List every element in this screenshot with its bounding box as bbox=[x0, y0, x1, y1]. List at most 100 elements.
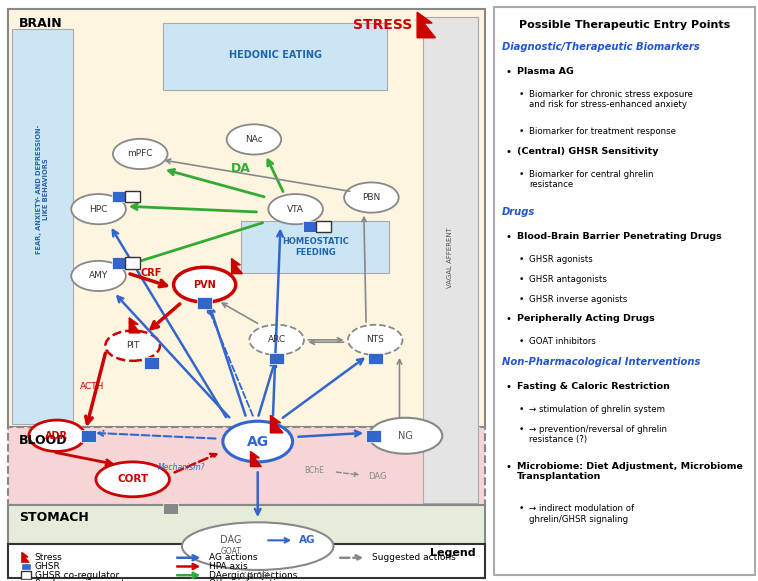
Text: PIT: PIT bbox=[126, 341, 139, 350]
Text: Drugs: Drugs bbox=[502, 207, 535, 217]
Text: mPFC: mPFC bbox=[127, 149, 153, 159]
Bar bbox=[112, 191, 127, 202]
Text: DAG: DAG bbox=[221, 535, 242, 546]
Text: VTA: VTA bbox=[287, 205, 304, 214]
Bar bbox=[8, 544, 485, 578]
Text: Blood-Brain Barrier Penetrating Drugs: Blood-Brain Barrier Penetrating Drugs bbox=[517, 232, 722, 241]
Text: •: • bbox=[518, 90, 524, 99]
Text: •: • bbox=[518, 425, 524, 433]
Bar bbox=[20, 580, 30, 581]
Text: •: • bbox=[518, 295, 524, 303]
Bar bbox=[81, 430, 96, 442]
Text: → indirect modulation of
ghrelin/GHSR signaling: → indirect modulation of ghrelin/GHSR si… bbox=[529, 504, 634, 523]
Text: GOAT: GOAT bbox=[221, 547, 242, 557]
Text: PVN: PVN bbox=[193, 279, 216, 290]
Bar bbox=[8, 505, 485, 544]
Ellipse shape bbox=[227, 124, 281, 155]
Text: •: • bbox=[518, 504, 524, 513]
Text: GHSR: GHSR bbox=[35, 562, 61, 571]
Text: Peripherally Acting Drugs: Peripherally Acting Drugs bbox=[517, 314, 655, 323]
Ellipse shape bbox=[223, 421, 293, 462]
Ellipse shape bbox=[348, 325, 402, 355]
Bar bbox=[197, 297, 212, 309]
Text: Legend: Legend bbox=[431, 548, 476, 558]
Text: GHSR co-regulator: GHSR co-regulator bbox=[35, 571, 119, 580]
Text: ADR: ADR bbox=[45, 431, 68, 441]
Text: PBN: PBN bbox=[362, 193, 381, 202]
Text: Suggested actions: Suggested actions bbox=[372, 553, 456, 562]
Text: AMY: AMY bbox=[89, 271, 108, 281]
Text: Microbiome: Diet Adjustment, Microbiome
Transplantation: Microbiome: Diet Adjustment, Microbiome … bbox=[517, 462, 743, 481]
Text: •: • bbox=[518, 255, 524, 264]
Text: BLOOD: BLOOD bbox=[19, 434, 67, 447]
Text: DAergic projections: DAergic projections bbox=[209, 571, 298, 580]
Polygon shape bbox=[250, 451, 262, 467]
Ellipse shape bbox=[344, 182, 399, 213]
Text: AG: AG bbox=[299, 535, 315, 546]
Bar bbox=[366, 430, 381, 442]
Text: BChE: BChE bbox=[305, 466, 324, 475]
Ellipse shape bbox=[71, 261, 126, 291]
Bar bbox=[112, 257, 127, 269]
Ellipse shape bbox=[369, 418, 443, 454]
Text: HPC: HPC bbox=[89, 205, 108, 214]
Bar bbox=[316, 221, 331, 232]
Bar bbox=[163, 23, 387, 90]
Text: •: • bbox=[506, 232, 512, 242]
Text: DAG: DAG bbox=[368, 472, 387, 481]
Text: •: • bbox=[506, 462, 512, 472]
Bar bbox=[163, 503, 178, 514]
Polygon shape bbox=[417, 12, 435, 38]
Bar bbox=[125, 191, 140, 202]
Text: GHSR agonists: GHSR agonists bbox=[529, 255, 593, 264]
Text: ARC: ARC bbox=[268, 335, 286, 345]
Text: AG: AG bbox=[246, 435, 269, 449]
Text: GHSR inverse agonists: GHSR inverse agonists bbox=[529, 295, 628, 303]
Text: •: • bbox=[506, 67, 512, 77]
Bar bbox=[494, 7, 755, 575]
Text: Biomarker for central ghrelin
resistance: Biomarker for central ghrelin resistance bbox=[529, 170, 653, 189]
Text: Mechanism?: Mechanism? bbox=[158, 463, 205, 472]
Polygon shape bbox=[22, 553, 30, 563]
Text: Biomarker for chronic stress exposure
and risk for stress-enhanced anxiety: Biomarker for chronic stress exposure an… bbox=[529, 90, 693, 109]
Bar bbox=[12, 29, 73, 424]
Bar bbox=[241, 221, 389, 273]
Text: •: • bbox=[518, 275, 524, 284]
Text: CORT: CORT bbox=[117, 474, 149, 485]
Text: NG: NG bbox=[398, 431, 413, 441]
Ellipse shape bbox=[249, 325, 304, 355]
Bar bbox=[20, 572, 30, 579]
Bar bbox=[303, 221, 318, 232]
Bar bbox=[144, 357, 159, 369]
Text: Stress: Stress bbox=[35, 553, 63, 562]
Text: GHSR antagonists: GHSR antagonists bbox=[529, 275, 607, 284]
Text: Biomarker for treatment response: Biomarker for treatment response bbox=[529, 127, 676, 136]
Ellipse shape bbox=[105, 331, 160, 361]
Polygon shape bbox=[231, 259, 243, 274]
Text: HOMEOSTATIC
FEEDING: HOMEOSTATIC FEEDING bbox=[282, 237, 349, 257]
Text: STRESS: STRESS bbox=[353, 18, 412, 32]
Text: NAc: NAc bbox=[245, 135, 263, 144]
Bar bbox=[423, 17, 478, 503]
Ellipse shape bbox=[71, 194, 126, 224]
Text: HEDONIC EATING: HEDONIC EATING bbox=[229, 50, 321, 60]
Text: •: • bbox=[518, 405, 524, 414]
Text: Non-Pharmacological Interventions: Non-Pharmacological Interventions bbox=[502, 357, 700, 367]
Ellipse shape bbox=[96, 462, 170, 497]
Text: DA: DA bbox=[231, 162, 251, 175]
Text: •: • bbox=[506, 314, 512, 324]
Polygon shape bbox=[129, 318, 140, 333]
Text: VAGAL AFFERENT: VAGAL AFFERENT bbox=[447, 227, 453, 288]
Text: STOMACH: STOMACH bbox=[19, 511, 89, 524]
Bar bbox=[125, 257, 140, 269]
Text: •: • bbox=[518, 127, 524, 136]
Text: Other interactions: Other interactions bbox=[209, 579, 292, 581]
Text: GOAT inhibitors: GOAT inhibitors bbox=[529, 337, 596, 346]
Ellipse shape bbox=[268, 194, 323, 224]
Text: HPA axis: HPA axis bbox=[209, 562, 248, 571]
Text: •: • bbox=[518, 170, 524, 178]
Text: ACTH: ACTH bbox=[80, 382, 105, 391]
Text: Possible Therapeutic Entry Points: Possible Therapeutic Entry Points bbox=[519, 20, 730, 30]
Text: FEAR, ANXIETY- AND DEPRESSION-
LIKE BEHAVIORS: FEAR, ANXIETY- AND DEPRESSION- LIKE BEHA… bbox=[36, 124, 49, 253]
Text: Plasma AG: Plasma AG bbox=[517, 67, 574, 76]
